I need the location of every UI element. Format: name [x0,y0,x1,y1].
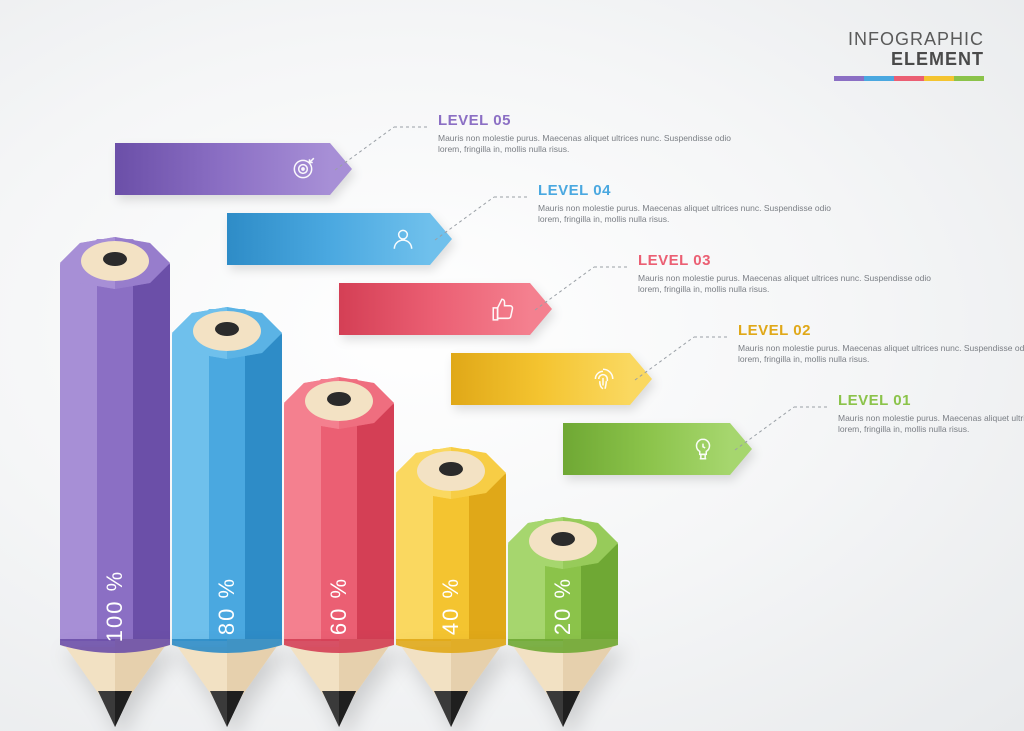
level-title: LEVEL 03 [638,252,938,269]
pencil-p1: 20 % [508,541,618,641]
target-icon [290,156,316,182]
level-body: Mauris non molestie purus. Maecenas aliq… [738,343,1024,366]
level-body: Mauris non molestie purus. Maecenas aliq… [438,133,738,156]
level-title: LEVEL 04 [538,182,838,199]
ribbon-p5 [115,143,352,195]
pencil-p3: 60 % [284,401,394,641]
percent-label: 80 % [214,577,240,635]
level-text-p5: LEVEL 05 Mauris non molestie purus. Maece… [438,112,738,156]
percent-label: 40 % [438,577,464,635]
level-text-p3: LEVEL 03 Mauris non molestie purus. Maece… [638,252,938,296]
ribbon-p2 [451,353,652,405]
pencil-p2: 40 % [396,471,506,641]
pencil-p4: 80 % [172,331,282,641]
percent-label: 100 % [102,570,128,642]
pencil-p5: 100 % [60,261,170,641]
level-text-p2: LEVEL 02 Mauris non molestie purus. Maece… [738,322,1024,366]
level-text-p1: LEVEL 01 Mauris non molestie purus. Maece… [838,392,1024,436]
ribbon-p4 [227,213,452,265]
level-text-p4: LEVEL 04 Mauris non molestie purus. Maece… [538,182,838,226]
bulb-icon [690,436,716,462]
percent-label: 60 % [326,577,352,635]
ribbon-p3 [339,283,552,335]
level-title: LEVEL 01 [838,392,1024,409]
thumb-icon [490,296,516,322]
level-body: Mauris non molestie purus. Maecenas aliq… [838,413,1024,436]
infographic-stage: 100 % LEVEL 05 Mauris non molestie purus. … [0,0,1024,731]
user-icon [390,226,416,252]
level-body: Mauris non molestie purus. Maecenas aliq… [638,273,938,296]
ribbon-p1 [563,423,752,475]
level-title: LEVEL 05 [438,112,738,129]
level-title: LEVEL 02 [738,322,1024,339]
fingerprint-icon [590,366,616,392]
level-body: Mauris non molestie purus. Maecenas aliq… [538,203,838,226]
percent-label: 20 % [550,577,576,635]
